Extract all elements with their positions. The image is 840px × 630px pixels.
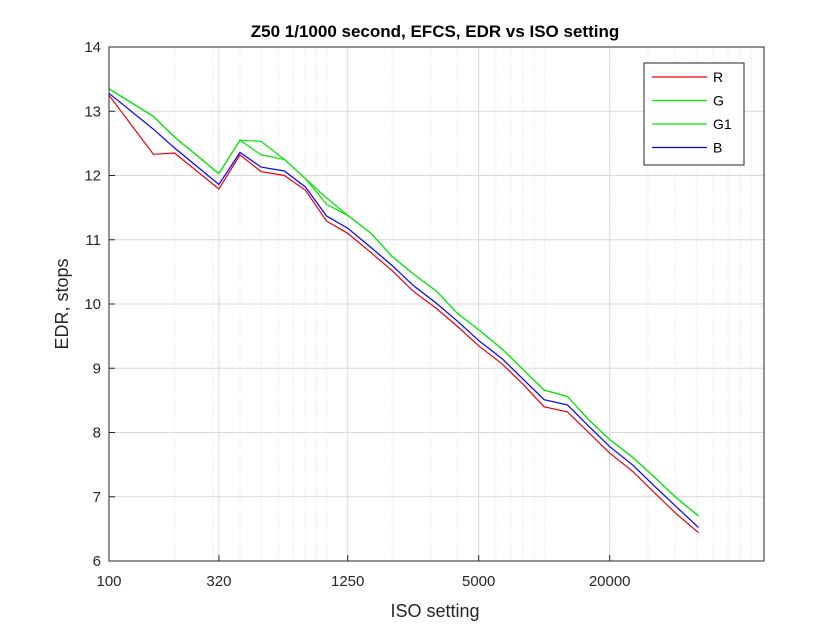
legend-label-g: G [713,93,724,109]
x-axis-label: ISO setting [390,601,479,621]
series-line-b [108,92,699,529]
y-tick-label: 10 [84,296,101,313]
chart-title: Z50 1/1000 second, EFCS, EDR vs ISO sett… [251,22,619,41]
y-tick-label: 6 [93,553,101,570]
y-tick-label: 9 [93,360,101,377]
x-tick-label: 100 [96,573,121,590]
y-tick-label: 7 [93,489,101,506]
legend-label-r: R [713,69,723,85]
x-tick-label: 20000 [589,573,631,590]
legend-label-g1: G1 [713,116,732,132]
y-tick-label: 12 [84,168,101,185]
y-axis-label: EDR, stops [52,258,72,349]
x-tick-label: 320 [206,573,231,590]
legend-box [643,62,745,166]
x-tick-label: 1250 [331,573,364,590]
series-line-g1 [108,88,699,517]
y-tick-label: 14 [84,39,101,56]
legend-label-b: B [713,140,722,156]
y-tick-label: 8 [93,425,101,442]
ticks: 100 320 1250 5000 20000 6 7 8 9 10 11 12 13 14 [84,39,630,590]
legend: RG G1 B [643,62,745,166]
y-tick-label: 11 [85,232,101,249]
plot-area [108,88,699,534]
y-tick-label: 13 [84,103,101,120]
x-tick-label: 5000 [462,573,495,590]
series-line-r [108,94,699,534]
